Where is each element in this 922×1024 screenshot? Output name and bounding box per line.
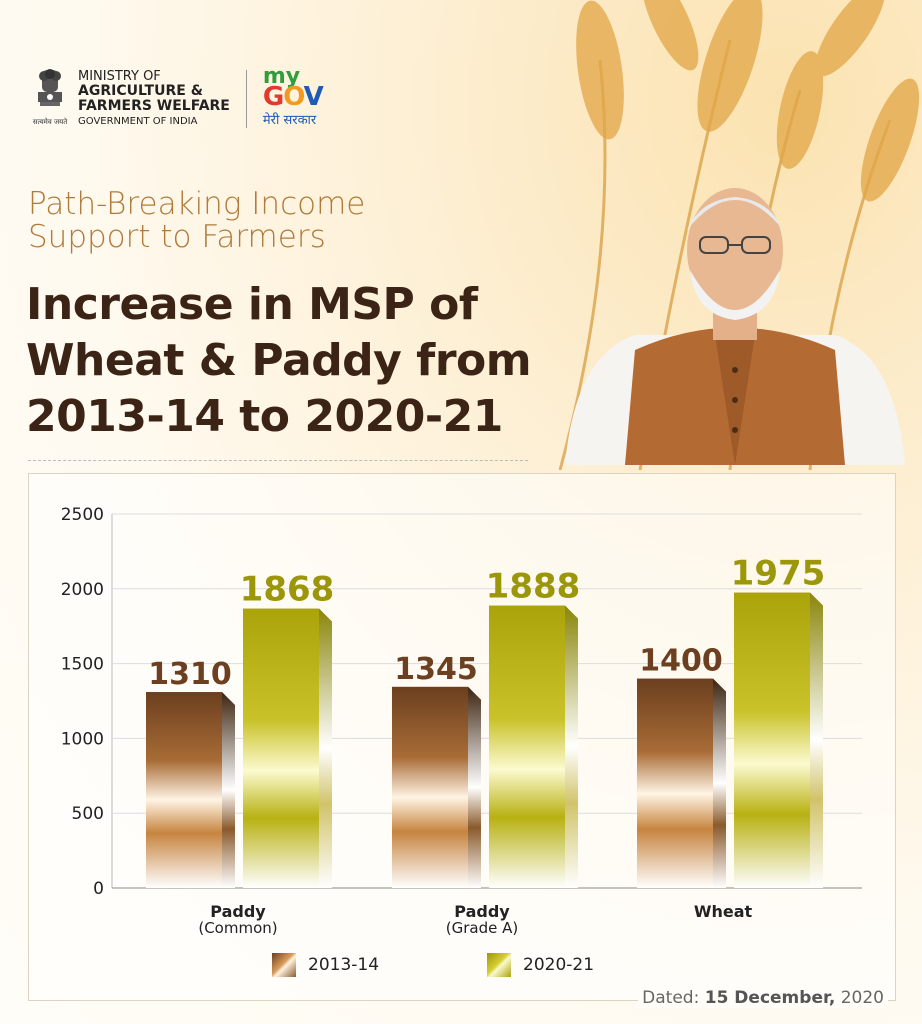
national-emblem-icon: सत्यमेव जयते [33, 68, 68, 126]
x-category-wheat: Wheat [643, 904, 803, 920]
x-category-main: Paddy [454, 902, 510, 921]
legend-item-2013-14: 2013-14 [272, 953, 379, 977]
bar-2020-21-2 [734, 592, 810, 888]
bar-2020-21-1 [489, 605, 565, 888]
data-label: 1975 [731, 554, 826, 594]
header: सत्यमेव जयते MINISTRY OF AGRICULTURE & F… [30, 64, 324, 131]
ministry-line-1: MINISTRY OF [78, 68, 161, 84]
section-divider [28, 460, 528, 461]
legend-swatch-2020-21 [487, 953, 511, 977]
ministry-line-3: FARMERS WELFARE [78, 97, 230, 114]
ministry-line-4: GOVERNMENT OF INDIA [78, 115, 198, 127]
dated-value: 15 December, [704, 988, 836, 1008]
y-tick-label: 2000 [61, 580, 104, 600]
legend-label-2013-14: 2013-14 [308, 955, 380, 975]
legend-label-2020-21: 2020-21 [523, 955, 595, 975]
dated-note: Dated: 15 December, 2020 [638, 988, 888, 1008]
title-line-3: 2013-14 to 2020-21 [26, 391, 503, 442]
subtitle: Path-Breaking Income Support to Farmers [28, 188, 365, 254]
legend-item-2020-21: 2020-21 [487, 953, 594, 977]
bar-side-2013-14-0 [222, 692, 235, 888]
title-line-2: Wheat & Paddy from [26, 335, 532, 386]
data-label: 1868 [240, 570, 335, 610]
mygov-gov: GOV [262, 82, 324, 112]
dated-label: Dated: [642, 988, 700, 1008]
x-category-main: Wheat [693, 902, 753, 921]
mygov-logo: my GOV मेरी सरकार [262, 64, 324, 131]
data-label: 1345 [394, 652, 478, 687]
header-divider [245, 69, 247, 128]
x-category-main: Paddy [210, 902, 266, 921]
subtitle-line-1: Path-Breaking Income [28, 186, 366, 222]
bar-side-2020-21-0 [319, 608, 332, 888]
ministry-name: MINISTRY OF AGRICULTURE & FARMERS WELFAR… [78, 69, 230, 129]
y-tick-label: 1000 [61, 729, 104, 749]
page-title: Increase in MSP of Wheat & Paddy from 20… [26, 277, 532, 445]
bar-2020-21-0 [243, 608, 319, 888]
bar-side-2020-21-1 [565, 605, 578, 888]
bar-2013-14-0 [146, 692, 222, 888]
y-tick-label: 2500 [61, 505, 104, 525]
wheat-background-image [558, 0, 920, 470]
mygov-tagline: मेरी सरकार [262, 113, 317, 128]
y-tick-label: 500 [72, 804, 104, 824]
y-tick-label: 0 [93, 879, 104, 899]
legend-swatch-2013-14 [272, 953, 296, 977]
bar-2013-14-2 [637, 678, 713, 888]
ministry-line-2: AGRICULTURE & [78, 82, 203, 99]
bar-2013-14-1 [392, 686, 468, 888]
emblem-caption: सत्यमेव जयते [33, 117, 68, 126]
portrait-image [565, 188, 905, 465]
subtitle-line-2: Support to Farmers [28, 219, 326, 255]
mygov-my: my [262, 64, 301, 89]
bar-side-2013-14-1 [468, 686, 481, 888]
bar-side-2020-21-2 [810, 592, 823, 888]
data-label: 1888 [486, 567, 581, 607]
x-category-paddy-grade-a: Paddy (Grade A) [402, 902, 562, 937]
data-label: 1310 [148, 657, 232, 692]
bar-side-2013-14-2 [713, 678, 726, 888]
x-category-paddy-common: Paddy (Common) [158, 902, 318, 937]
dated-year: 2020 [840, 988, 884, 1008]
x-category-sub: (Grade A) [445, 919, 519, 937]
y-tick-label: 1500 [61, 655, 104, 675]
data-label: 1400 [639, 644, 723, 679]
x-category-sub: (Common) [198, 919, 278, 937]
title-line-1: Increase in MSP of [26, 279, 478, 330]
